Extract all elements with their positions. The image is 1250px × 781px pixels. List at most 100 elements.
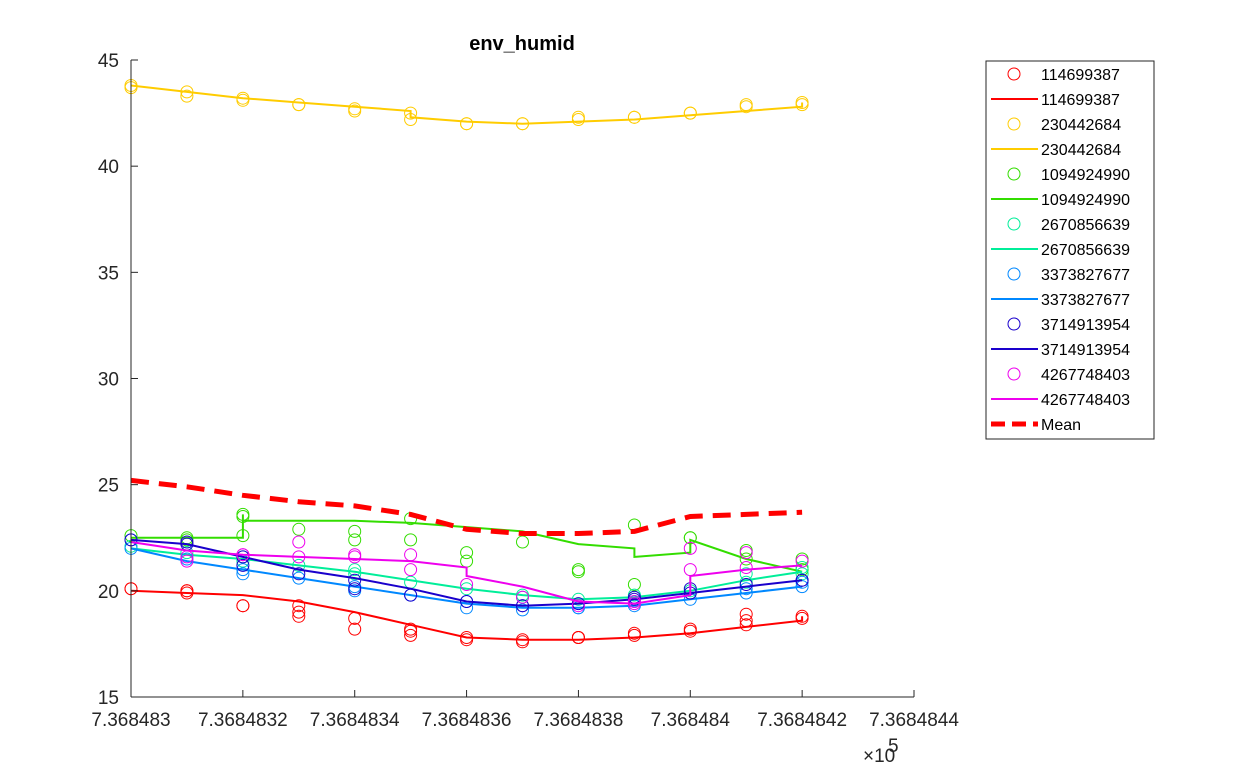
data-point xyxy=(627,595,641,608)
legend-marker xyxy=(1007,217,1021,231)
legend-label: 3373827677 xyxy=(1041,267,1130,284)
x-tick-label: 7.3684842 xyxy=(757,710,847,731)
data-point xyxy=(236,93,250,107)
data-point xyxy=(404,106,418,120)
data-point xyxy=(292,535,306,549)
y-tick-label: 20 xyxy=(98,582,119,603)
data-point xyxy=(516,590,529,604)
data-point xyxy=(180,89,194,103)
data-point xyxy=(795,567,809,581)
data-point xyxy=(795,554,809,568)
legend-marker xyxy=(1007,167,1021,181)
legend-label: 230442684 xyxy=(1041,142,1121,159)
legend-label: 2670856639 xyxy=(1041,242,1130,259)
y-tick-label: 45 xyxy=(98,51,119,72)
data-point xyxy=(683,563,697,577)
data-point xyxy=(683,106,697,120)
legend-marker xyxy=(1007,367,1021,381)
legend-label: 1094924990 xyxy=(1041,167,1130,184)
legend-label: 4267748403 xyxy=(1041,392,1130,409)
data-point xyxy=(404,533,418,547)
data-point xyxy=(236,599,250,613)
data-point xyxy=(404,628,418,642)
data-point xyxy=(348,563,362,577)
data-point xyxy=(180,546,194,560)
x-tick-label: 7.3684838 xyxy=(534,710,624,731)
legend-label: 4267748403 xyxy=(1041,367,1130,384)
data-point xyxy=(348,533,362,547)
data-point xyxy=(460,117,474,131)
data-point xyxy=(739,582,753,596)
x-exponent-power: 5 xyxy=(888,736,899,757)
legend-marker xyxy=(1007,317,1021,331)
y-tick-label: 30 xyxy=(98,370,119,391)
data-point xyxy=(739,561,753,574)
data-point xyxy=(739,546,753,560)
chart-title: env_humid xyxy=(469,33,575,55)
data-point xyxy=(292,98,306,112)
x-tick-label: 7.3684832 xyxy=(198,710,288,731)
data-point xyxy=(795,96,809,109)
legend-label: 114699387 xyxy=(1041,92,1120,109)
legend-label: 3714913954 xyxy=(1041,342,1130,359)
series-line xyxy=(130,589,804,641)
data-point xyxy=(739,618,753,632)
x-tick-label: 7.3684844 xyxy=(869,710,959,731)
data-point xyxy=(683,622,697,636)
data-point xyxy=(627,578,641,591)
data-point xyxy=(180,554,194,568)
data-point xyxy=(348,567,362,581)
series-230442684 xyxy=(124,79,809,131)
data-point xyxy=(795,561,809,574)
x-tick-label: 7.368483 xyxy=(91,710,170,731)
data-point xyxy=(292,609,306,623)
data-point xyxy=(236,558,250,572)
data-point xyxy=(348,524,362,538)
data-point xyxy=(627,110,641,124)
y-tick-label: 35 xyxy=(98,263,119,284)
y-tick-label: 40 xyxy=(98,157,119,178)
data-point xyxy=(292,599,306,613)
y-tick-label: 25 xyxy=(98,476,119,497)
data-point xyxy=(571,599,585,613)
data-point xyxy=(236,567,250,581)
data-point xyxy=(460,554,474,568)
axes: 7.368483 7.3684832 7.3684834 7.3684836 7.368… xyxy=(91,51,959,767)
data-point xyxy=(460,578,474,591)
series-line xyxy=(130,84,804,125)
legend-label: 114699387 xyxy=(1041,67,1120,84)
legend-label: 2670856639 xyxy=(1041,217,1130,234)
data-point xyxy=(683,541,697,555)
data-point xyxy=(292,567,306,581)
x-tick-label: 7.3684836 xyxy=(422,710,512,731)
x-tick-label: 7.368484 xyxy=(651,710,731,731)
data-point xyxy=(292,522,306,536)
data-point xyxy=(571,565,585,579)
data-point xyxy=(571,110,585,124)
legend-marker xyxy=(1007,117,1021,131)
data-point xyxy=(571,631,585,644)
data-point xyxy=(404,563,418,577)
series-114699387 xyxy=(124,582,809,649)
series-line xyxy=(131,514,803,573)
data-point xyxy=(739,578,753,591)
data-point xyxy=(348,104,362,118)
data-point xyxy=(348,622,362,636)
legend-marker xyxy=(1007,67,1021,81)
data-point xyxy=(348,548,362,562)
y-tick-label: 15 xyxy=(98,688,119,709)
data-point xyxy=(516,603,529,617)
plot-area xyxy=(124,79,809,649)
data-point xyxy=(404,548,418,562)
data-point xyxy=(292,605,306,619)
x-exponent-label: ×10 xyxy=(863,746,895,767)
data-point xyxy=(516,535,529,549)
legend-label: 1094924990 xyxy=(1041,192,1130,209)
legend-label: 3714913954 xyxy=(1041,317,1130,334)
data-point xyxy=(795,609,809,623)
data-point xyxy=(404,575,418,589)
data-point xyxy=(627,626,641,640)
series-line xyxy=(130,541,803,605)
legend-marker xyxy=(1007,267,1021,281)
